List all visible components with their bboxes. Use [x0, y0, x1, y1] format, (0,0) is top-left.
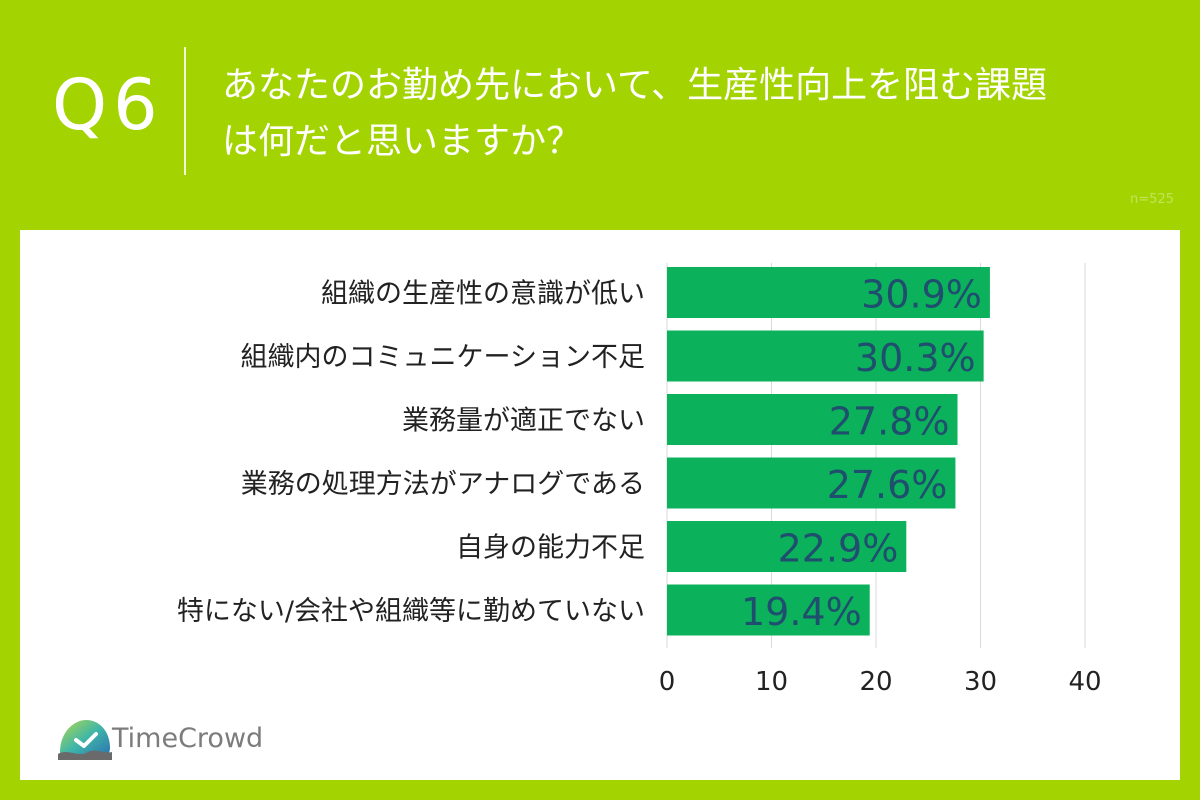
chart-panel: 0 10 20 30 40 組織の生産性の意識が低い 30.9% 組織内のコミュニケーション不…: [20, 230, 1180, 780]
question-number: Q6: [52, 64, 164, 146]
category-label: 組織の生産性の意識が低い: [321, 279, 645, 310]
timecrowd-logo-icon: [58, 720, 112, 760]
data-label: 30.3%: [855, 336, 976, 380]
category-label: 自身の能力不足: [456, 533, 645, 564]
brand-name: TimeCrowd: [112, 723, 264, 754]
x-tick-label: 20: [859, 667, 892, 697]
x-tick-label: 40: [1068, 667, 1101, 697]
bar: [667, 521, 907, 572]
category-label: 業務量が適正でない: [402, 406, 645, 437]
bar: [667, 267, 990, 318]
category-label: 組織内のコミュニケーション不足: [241, 342, 645, 373]
bar-chart: 0 10 20 30 40 組織の生産性の意識が低い 30.9% 組織内のコミュニケーション不…: [177, 263, 1102, 697]
category-label: 特にない/会社や組織等に勤めていない: [177, 596, 645, 627]
data-label: 27.8%: [829, 400, 950, 444]
x-tick-label: 0: [659, 667, 676, 697]
bar: [667, 330, 984, 382]
question-line-2: は何だと思いますか？: [222, 121, 583, 162]
question-line-1: あなたのお勤め先において、生産性向上を阻む課題: [222, 65, 1048, 106]
bar: [667, 584, 870, 636]
header-divider: [184, 47, 186, 175]
data-label: 19.4%: [741, 590, 862, 634]
data-label: 22.9%: [778, 527, 899, 571]
bar: [667, 394, 958, 445]
bar: [667, 457, 956, 509]
header: Q6 あなたのお勤め先において、生産性向上を阻む課題 は何だと思いますか？ n=…: [0, 0, 1200, 225]
category-label: 業務の処理方法がアナログである: [241, 469, 645, 500]
x-tick-label: 30: [964, 667, 997, 697]
sample-size: n=525: [1130, 192, 1174, 207]
question-text: あなたのお勤め先において、生産性向上を阻む課題 は何だと思いますか？: [222, 58, 1182, 170]
x-tick-label: 10: [755, 667, 788, 697]
data-label: 27.6%: [827, 463, 948, 507]
data-label: 30.9%: [861, 273, 982, 317]
